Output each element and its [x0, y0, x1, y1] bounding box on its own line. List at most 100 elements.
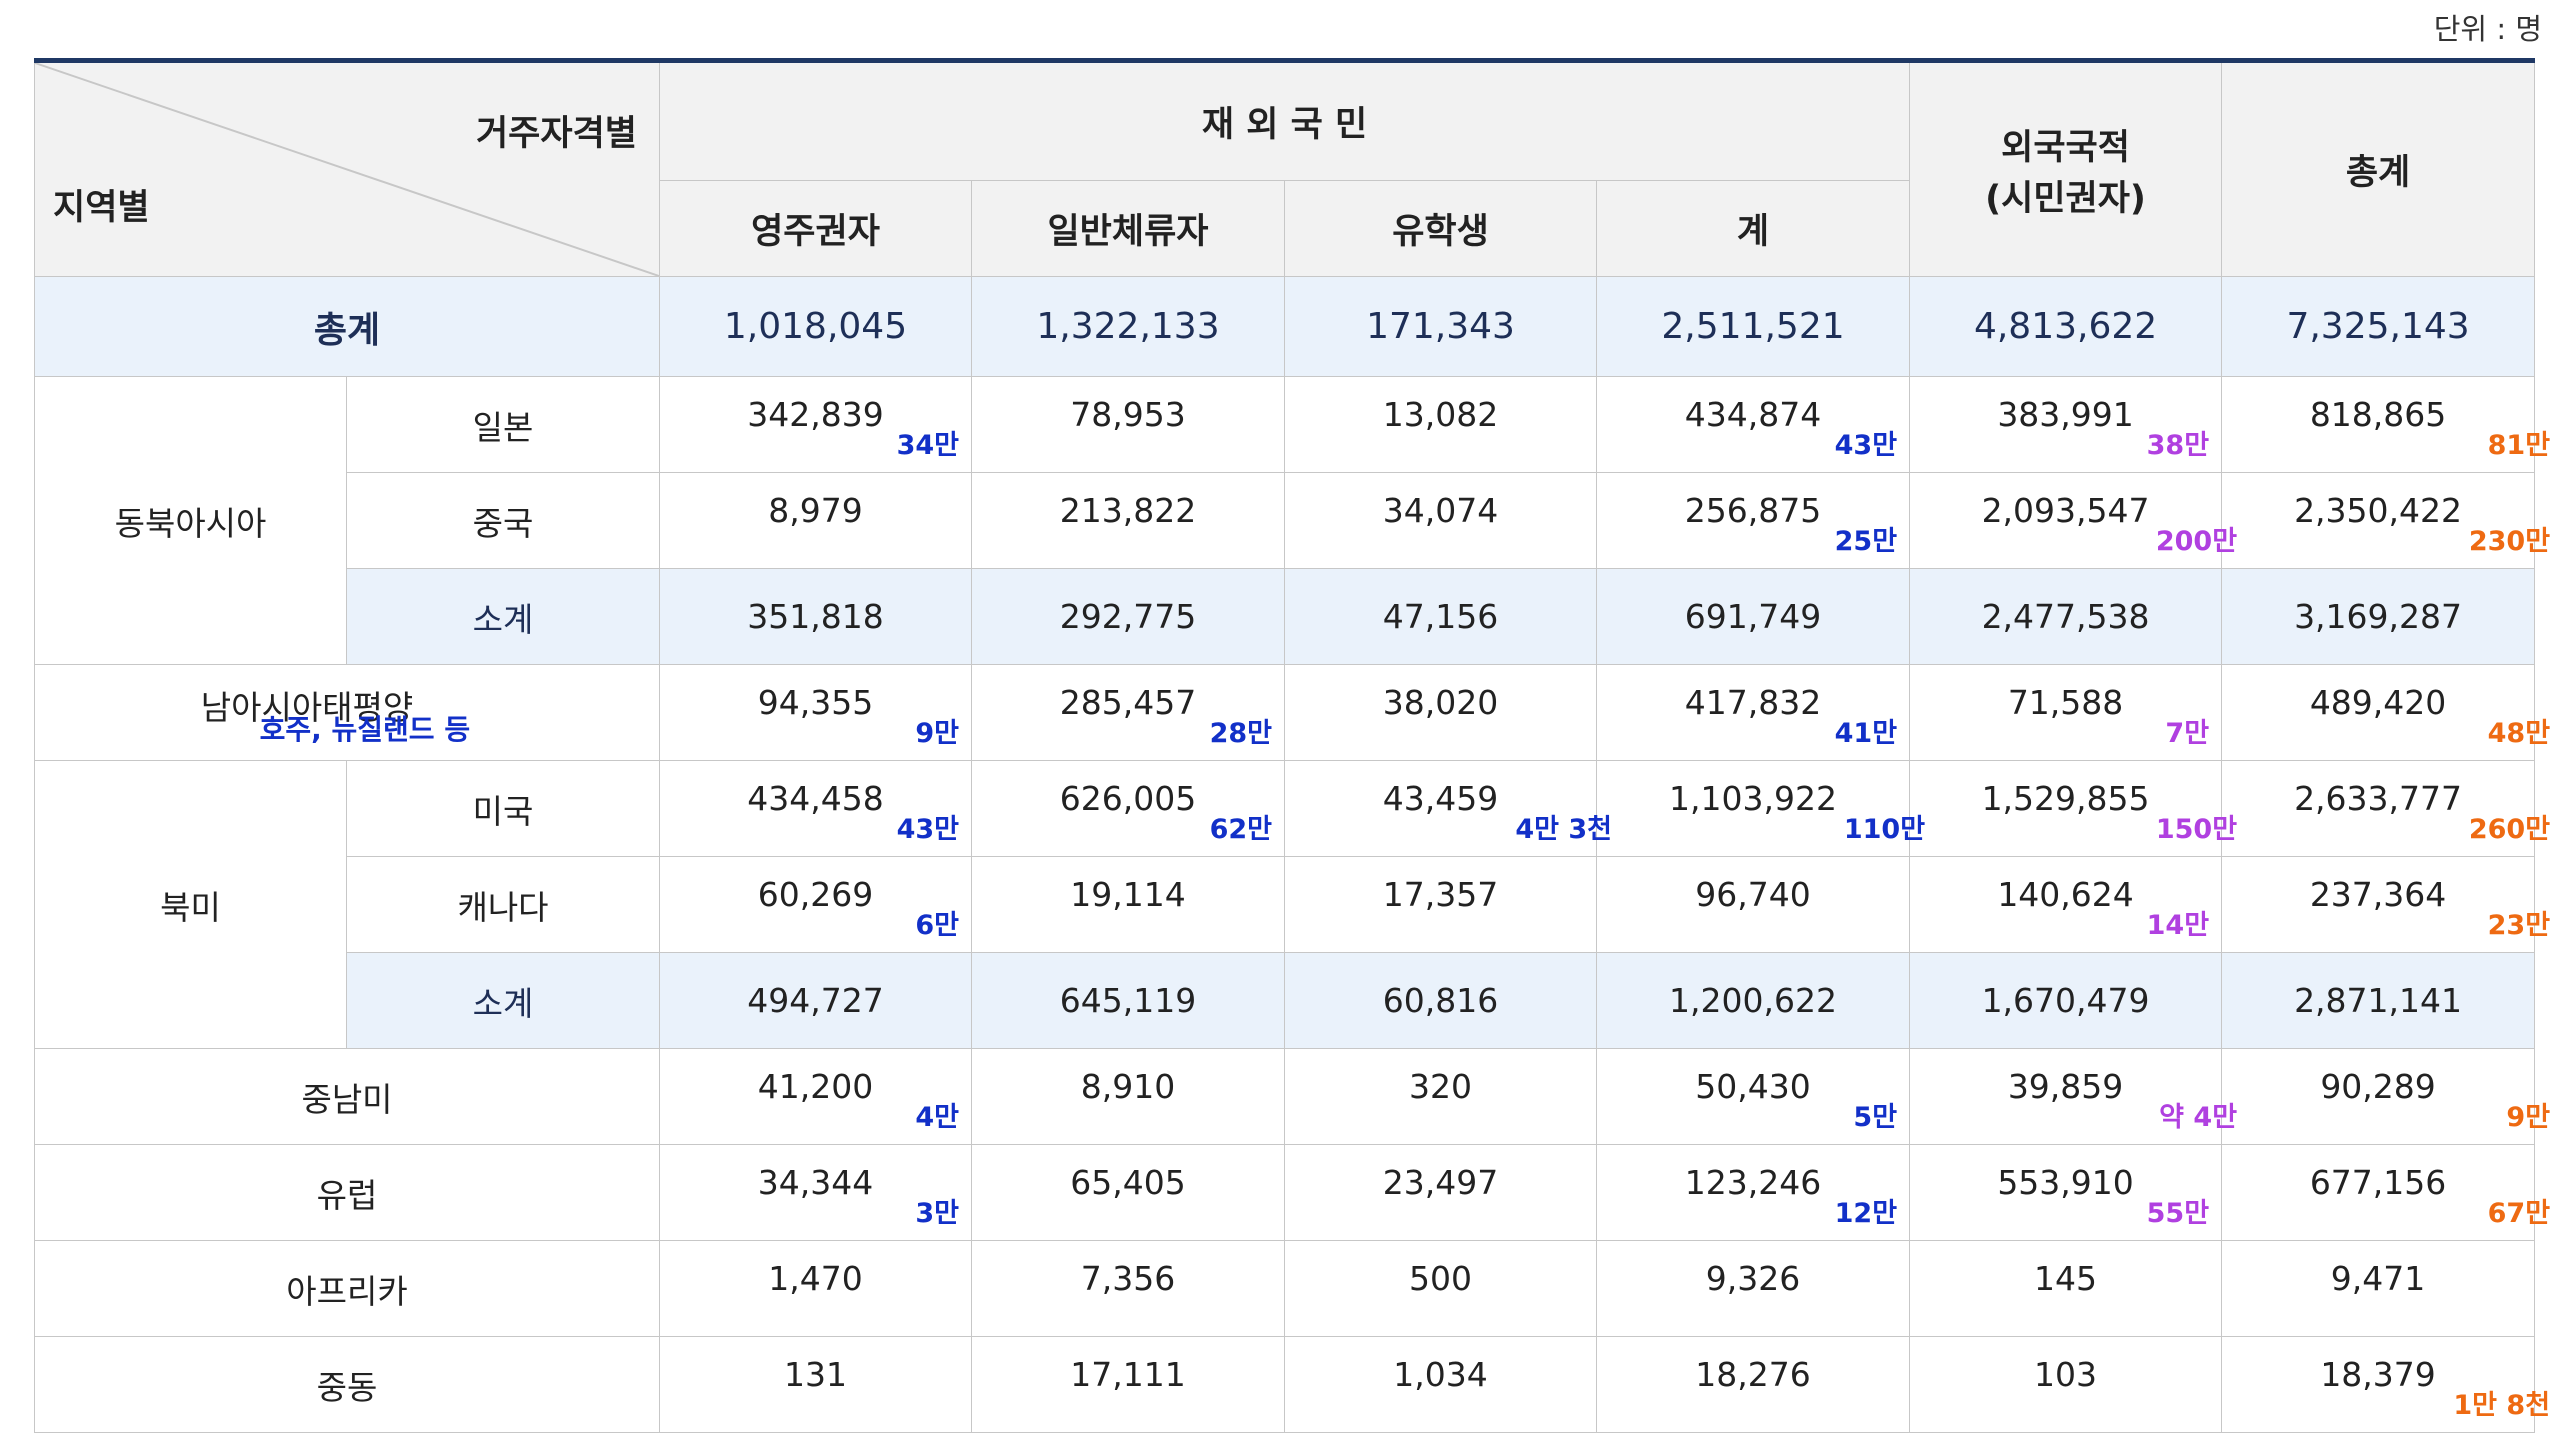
region-label-south-asia-pacific: 남아시아태평양 호주, 뉴질랜드 등 — [34, 664, 660, 761]
cell-value: 1,470 — [768, 1259, 863, 1298]
approx-note: 43만 — [1834, 430, 1898, 461]
value-cell: 34,344 3만 — [659, 1144, 972, 1241]
approx-note: 6만 — [915, 910, 959, 941]
value-cell: 1,103,922 110만 — [1595, 760, 1925, 857]
cell-value: 320 — [1409, 1067, 1472, 1106]
approx-note: 48만 — [2487, 718, 2551, 749]
value-cell: 17,357 — [1284, 856, 1597, 953]
cell-value: 140,624 — [1997, 875, 2134, 914]
cell-value: 2,093,547 — [1981, 491, 2150, 530]
col-general-resident: 일반체류자 — [971, 180, 1285, 277]
cell-value: 342,839 — [747, 395, 884, 434]
region-label: 북미 — [34, 760, 347, 1049]
cell-value: 18,379 — [2320, 1355, 2436, 1394]
value-cell: 18,276 — [1595, 1336, 1911, 1433]
col-permanent-resident: 영주권자 — [659, 180, 972, 277]
value-cell: 123,246 12만 — [1595, 1144, 1911, 1241]
unit-label: 단위 : 명 — [2433, 12, 2542, 46]
cell-value: 4,813,622 — [1973, 306, 2158, 347]
table-row: 소계 351,818 292,775 47,156 691,749 2,477,538 3,… — [35, 568, 2536, 665]
value-cell: 131 — [659, 1336, 972, 1433]
table-row: 아프리카 1,470 7,356 500 9,326 145 9,471 — [34, 1240, 2536, 1337]
region-note: 호주, 뉴질랜드 등 — [259, 713, 471, 746]
approx-note: 7만 — [2165, 718, 2210, 749]
value-cell: 4,813,622 — [1909, 276, 2223, 377]
cell-value: 1,322,133 — [1036, 306, 1220, 347]
foreign-nationality-header: 외국국적 (시민권자) — [1909, 60, 2223, 277]
region-label: 중동 — [34, 1336, 660, 1433]
value-cell: 213,822 — [971, 472, 1285, 569]
cell-value: 434,458 — [747, 779, 884, 818]
value-cell: 103 — [1909, 1336, 2223, 1433]
cell-value: 47,156 — [1382, 597, 1499, 636]
country-label: 중국 — [346, 472, 660, 569]
cell-value: 2,477,538 — [1981, 597, 2150, 636]
grand-total-header: 총계 — [2221, 60, 2536, 277]
table-row: 중남미 41,200 4만 8,910 320 50,430 5만 39,859 약 4만 90,… — [34, 1048, 2550, 1145]
value-cell: 60,816 — [1284, 952, 1597, 1049]
cell-value: 818,865 — [2309, 395, 2447, 434]
korean-nationals-header: 재 외 국 민 — [658, 60, 1911, 181]
cell-value: 677,156 — [2309, 1163, 2447, 1202]
value-cell: 7,356 — [971, 1240, 1285, 1337]
cell-value: 2,633,777 — [2294, 779, 2463, 818]
value-cell: 626,005 62만 — [971, 760, 1285, 857]
value-cell: 1,529,855 150만 — [1909, 760, 2237, 857]
value-cell: 1,322,133 — [971, 276, 1285, 377]
value-cell: 2,350,422 230만 — [2221, 472, 2550, 569]
cell-value: 351,818 — [747, 597, 884, 636]
value-cell: 39,859 약 4만 — [1909, 1048, 2237, 1145]
value-cell: 489,420 48만 — [2221, 664, 2550, 761]
cell-value: 9,471 — [2330, 1259, 2426, 1298]
region-name: 남아시아태평양 — [200, 687, 414, 727]
value-cell: 818,865 81만 — [2221, 376, 2550, 473]
table-row: 캐나다 60,269 6만 19,114 17,357 96,740 140,624 14만 2… — [35, 856, 2550, 953]
approx-note: 4만 3천 — [1515, 814, 1612, 845]
value-cell: 434,874 43만 — [1595, 376, 1911, 473]
overseas-koreans-table: 거주자격별 지역별 재 외 국 민 외국국적 (시민권자) 총계 영주권자 일반… — [34, 58, 2550, 1433]
cell-value: 500 — [1409, 1259, 1472, 1298]
cell-value: 434,874 — [1684, 395, 1822, 434]
approx-note: 67만 — [2487, 1198, 2551, 1229]
approx-note: 9만 — [915, 718, 959, 749]
approx-note: 260만 — [2468, 814, 2551, 845]
cell-value: 43,459 — [1382, 779, 1499, 818]
cell-value: 34,344 — [757, 1163, 874, 1202]
approx-note: 1만 8천 — [2453, 1390, 2551, 1421]
cell-value: 2,511,521 — [1661, 306, 1845, 347]
table-row: 중국 8,979 213,822 34,074 256,875 25만 2,093,547 2… — [35, 472, 2550, 569]
cell-value: 1,200,622 — [1669, 981, 1837, 1020]
value-cell: 71,588 7만 — [1909, 664, 2223, 761]
cell-value: 691,749 — [1684, 597, 1822, 636]
value-cell: 38,020 — [1284, 664, 1597, 761]
table-row: 소계 494,727 645,119 60,816 1,200,622 1,670,479… — [35, 952, 2536, 1049]
cell-value: 1,018,045 — [723, 306, 908, 347]
cell-value: 383,991 — [1997, 395, 2134, 434]
cell-value: 237,364 — [2309, 875, 2447, 914]
approx-note: 5만 — [1853, 1102, 1898, 1133]
value-cell: 342,839 34만 — [659, 376, 972, 473]
cell-value: 7,325,143 — [2286, 306, 2470, 347]
cell-value: 39,859 — [2007, 1067, 2124, 1106]
cell-value: 2,350,422 — [2294, 491, 2463, 530]
value-cell: 2,477,538 — [1909, 568, 2223, 665]
cell-value: 1,034 — [1393, 1355, 1488, 1394]
cell-value: 96,740 — [1695, 875, 1811, 914]
value-cell: 50,430 5만 — [1595, 1048, 1911, 1145]
value-cell: 292,775 — [971, 568, 1285, 665]
value-cell: 96,740 — [1595, 856, 1911, 953]
cell-value: 494,727 — [747, 981, 884, 1020]
value-cell: 691,749 — [1595, 568, 1911, 665]
cell-value: 123,246 — [1684, 1163, 1822, 1202]
approx-note: 14만 — [2146, 910, 2210, 941]
cell-value: 8,979 — [768, 491, 863, 530]
approx-note: 62만 — [1209, 814, 1272, 845]
value-cell: 383,991 38만 — [1909, 376, 2223, 473]
cell-value: 60,269 — [757, 875, 874, 914]
cell-value: 3,169,287 — [2294, 597, 2463, 636]
value-cell: 8,979 — [659, 472, 972, 569]
cell-value: 292,775 — [1059, 597, 1197, 636]
cell-value: 1,670,479 — [1981, 981, 2150, 1020]
value-cell: 90,289 9만 — [2221, 1048, 2550, 1145]
value-cell: 1,670,479 — [1909, 952, 2223, 1049]
